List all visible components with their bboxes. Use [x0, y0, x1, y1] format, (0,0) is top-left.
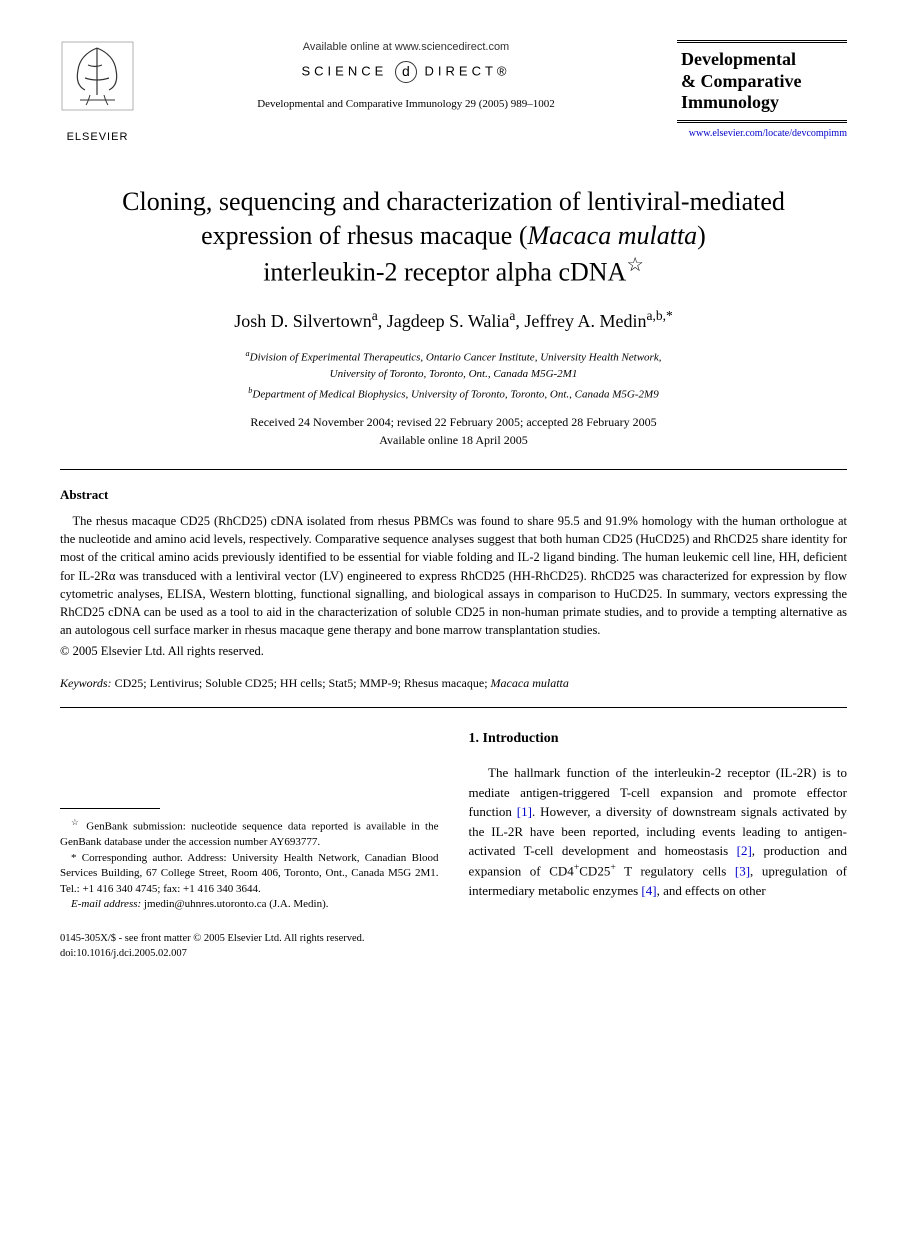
title-line2a: expression of rhesus macaque ( — [201, 221, 527, 250]
footnote-star-icon: ☆ — [71, 818, 81, 827]
online-date: Available online 18 April 2005 — [379, 433, 527, 447]
citation-line: Developmental and Comparative Immunology… — [155, 97, 657, 112]
ref-link-2[interactable]: [2] — [737, 843, 752, 858]
sciencedirect-at-icon: d — [395, 61, 417, 83]
doi-line: doi:10.1016/j.dci.2005.02.007 — [60, 948, 187, 959]
affil-a-l1: Division of Experimental Therapeutics, O… — [250, 352, 662, 364]
science-direct-logo: SCIENCE d DIRECT® — [155, 61, 657, 83]
dates-block: Received 24 November 2004; revised 22 Fe… — [60, 413, 847, 449]
authors-line: Josh D. Silvertowna, Jagdeep S. Waliaa, … — [60, 307, 847, 334]
introduction-heading: 1. Introduction — [469, 728, 848, 749]
ref-link-3[interactable]: [3] — [735, 863, 750, 878]
journal-url-link[interactable]: www.elsevier.com/locate/devcompimm — [677, 127, 847, 141]
title-line3: interleukin-2 receptor alpha cDNA — [263, 257, 626, 286]
title-line2c: ) — [697, 221, 706, 250]
elsevier-logo-block: ELSEVIER — [60, 40, 135, 145]
elsevier-label: ELSEVIER — [60, 130, 135, 145]
header-row: ELSEVIER Available online at www.science… — [60, 40, 847, 145]
intro-p1d: T regulatory cells — [616, 863, 735, 878]
email-address: jmedin@uhnres.utoronto.ca (J.A. Medin). — [141, 898, 328, 910]
footnote-corr-text: Corresponding author. Address: Universit… — [60, 852, 439, 895]
author-2: Jagdeep S. Walia — [387, 311, 510, 331]
intro-p1f: , and effects on other — [657, 883, 766, 898]
title-line1: Cloning, sequencing and characterization… — [122, 187, 785, 216]
two-column-body: ☆ GenBank submission: nucleotide sequenc… — [60, 728, 847, 912]
issn-line: 0145-305X/$ - see front matter © 2005 El… — [60, 933, 365, 944]
title-species: Macaca mulatta — [527, 221, 697, 250]
left-column: ☆ GenBank submission: nucleotide sequenc… — [60, 728, 439, 912]
article-title: Cloning, sequencing and characterization… — [60, 185, 847, 289]
intro-paragraph: The hallmark function of the interleukin… — [469, 763, 848, 900]
journal-name-3: Immunology — [681, 92, 843, 114]
author-3: Jeffrey A. Medin — [524, 311, 646, 331]
affiliation-a: aDivision of Experimental Therapeutics, … — [60, 348, 847, 383]
keywords-label: Keywords: — [60, 676, 112, 690]
author-1-affil: a — [372, 308, 378, 323]
author-3-corr: * — [666, 308, 673, 323]
footnote-corresponding: * Corresponding author. Address: Univers… — [60, 851, 439, 897]
journal-name-1: Developmental — [681, 49, 843, 71]
elsevier-tree-icon — [60, 40, 135, 125]
author-3-affil: a,b, — [647, 308, 667, 323]
right-column: 1. Introduction The hallmark function of… — [469, 728, 848, 912]
copyright-line: © 2005 Elsevier Ltd. All rights reserved… — [60, 643, 847, 661]
author-2-affil: a — [509, 308, 515, 323]
abstract-heading: Abstract — [60, 486, 847, 504]
abstract-text: The rhesus macaque CD25 (RhCD25) cDNA is… — [60, 512, 847, 639]
science-text: SCIENCE — [301, 64, 387, 79]
title-star-icon: ☆ — [626, 255, 643, 276]
keywords-block: Keywords: CD25; Lentivirus; Soluble CD25… — [60, 675, 847, 692]
journal-box: Developmental & Comparative Immunology — [677, 40, 847, 123]
affil-b-text: Department of Medical Biophysics, Univer… — [252, 389, 658, 401]
title-block: Cloning, sequencing and characterization… — [60, 185, 847, 449]
divider-1 — [60, 469, 847, 470]
divider-2 — [60, 707, 847, 708]
footnote-genbank-text: GenBank submission: nucleotide sequence … — [60, 821, 439, 848]
footnote-genbank: ☆ GenBank submission: nucleotide sequenc… — [60, 817, 439, 850]
footnote-rule — [60, 808, 160, 809]
journal-name-2: & Comparative — [681, 71, 843, 93]
journal-box-wrapper: Developmental & Comparative Immunology w… — [677, 40, 847, 141]
bottom-issn-doi: 0145-305X/$ - see front matter © 2005 El… — [60, 932, 847, 961]
direct-text: DIRECT® — [425, 64, 511, 79]
ref-link-4[interactable]: [4] — [641, 883, 656, 898]
ref-link-1[interactable]: [1] — [517, 804, 532, 819]
header-center: Available online at www.sciencedirect.co… — [135, 40, 677, 113]
email-label: E-mail address: — [71, 898, 141, 910]
footnote-email: E-mail address: jmedin@uhnres.utoronto.c… — [60, 897, 439, 912]
affiliation-b: bDepartment of Medical Biophysics, Unive… — [60, 385, 847, 403]
received-date: Received 24 November 2004; revised 22 Fe… — [250, 415, 656, 429]
cd25-text: CD25 — [579, 863, 610, 878]
keywords-species: Macaca mulatta — [491, 676, 569, 690]
keywords-text: CD25; Lentivirus; Soluble CD25; HH cells… — [112, 676, 491, 690]
available-online-text: Available online at www.sciencedirect.co… — [155, 40, 657, 55]
affil-a-l2: University of Toronto, Toronto, Ont., Ca… — [330, 368, 578, 380]
author-1: Josh D. Silvertown — [234, 311, 372, 331]
